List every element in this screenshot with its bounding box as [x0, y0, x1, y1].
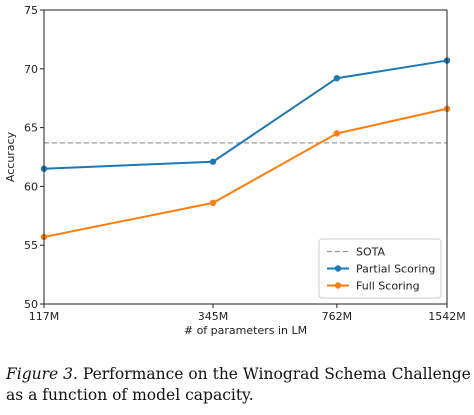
x-axis-ticks: 117M 345M 762M 1542M — [29, 304, 466, 323]
series-layer — [40, 57, 451, 241]
x-tick-label: 762M — [322, 310, 353, 323]
plot-frame — [43, 9, 448, 305]
y-axis-ticks: 50 55 60 65 70 75 — [24, 4, 44, 311]
legend-label: Partial Scoring — [356, 263, 435, 276]
x-tick-label: 117M — [29, 310, 60, 323]
legend-marker — [334, 282, 342, 289]
y-tick-label: 50 — [24, 298, 38, 311]
y-tick-label: 75 — [24, 4, 38, 17]
legend: SOTA Partial Scoring Full Scoring — [318, 238, 442, 299]
y-tick-label: 70 — [24, 63, 38, 76]
legend-label: Full Scoring — [356, 280, 420, 293]
legend-box — [318, 238, 442, 299]
y-tick-label: 55 — [24, 239, 38, 252]
data-point — [333, 130, 341, 137]
legend-label: SOTA — [356, 246, 386, 259]
series-line — [43, 107, 448, 238]
caption-text: Performance on the Winograd Schema Chall… — [6, 365, 471, 404]
legend-marker — [334, 265, 342, 272]
figure-caption: Figure 3. Performance on the Winograd Sc… — [6, 364, 472, 406]
x-tick-label: 345M — [198, 310, 229, 323]
data-point — [333, 75, 341, 82]
y-axis-label: Accuracy — [4, 131, 17, 182]
figure-label: Figure 3. — [6, 365, 78, 383]
y-tick-label: 65 — [24, 122, 38, 135]
x-axis-label: # of parameters in LM — [184, 324, 307, 337]
data-point — [209, 158, 217, 165]
series-line — [43, 59, 448, 170]
y-tick-label: 60 — [24, 180, 38, 193]
data-point — [209, 199, 217, 207]
x-tick-label: 1542M — [428, 310, 466, 323]
